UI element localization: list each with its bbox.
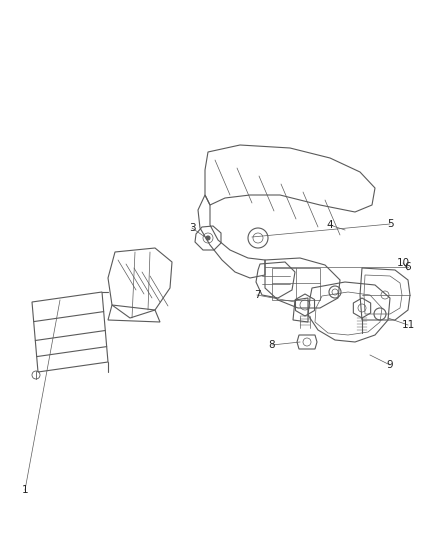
- Text: 6: 6: [405, 262, 411, 272]
- Text: 4: 4: [327, 220, 333, 230]
- Text: 9: 9: [387, 360, 393, 370]
- Text: 5: 5: [387, 219, 393, 229]
- Text: 1: 1: [22, 485, 28, 495]
- Text: 8: 8: [268, 340, 276, 350]
- Text: 7: 7: [254, 290, 260, 300]
- Text: 10: 10: [396, 258, 410, 268]
- Text: 3: 3: [189, 223, 195, 233]
- Text: 11: 11: [401, 320, 415, 330]
- Circle shape: [206, 236, 210, 240]
